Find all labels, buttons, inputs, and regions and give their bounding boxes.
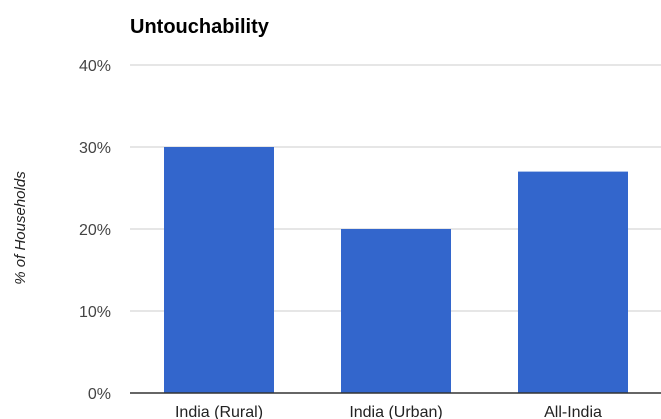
y-axis-title: % of Households bbox=[12, 171, 29, 285]
y-tick-label: 0% bbox=[88, 386, 111, 403]
x-axis-categories: India (Rural) India (Urban) All-India bbox=[175, 404, 602, 419]
bars bbox=[164, 147, 628, 393]
y-tick-label: 30% bbox=[79, 140, 111, 157]
chart-title: Untouchability bbox=[130, 16, 270, 38]
bar-all-india bbox=[518, 171, 628, 393]
bar-india-urban bbox=[341, 229, 451, 393]
y-tick-label: 20% bbox=[79, 222, 111, 239]
x-category-label: India (Rural) bbox=[175, 404, 263, 419]
bar-india-rural bbox=[164, 147, 274, 393]
x-category-label: India (Urban) bbox=[349, 404, 442, 419]
y-axis-ticks: 0% 10% 20% 30% 40% bbox=[79, 58, 111, 403]
y-tick-label: 40% bbox=[79, 58, 111, 75]
y-tick-label: 10% bbox=[79, 304, 111, 321]
x-category-label: All-India bbox=[544, 404, 602, 419]
